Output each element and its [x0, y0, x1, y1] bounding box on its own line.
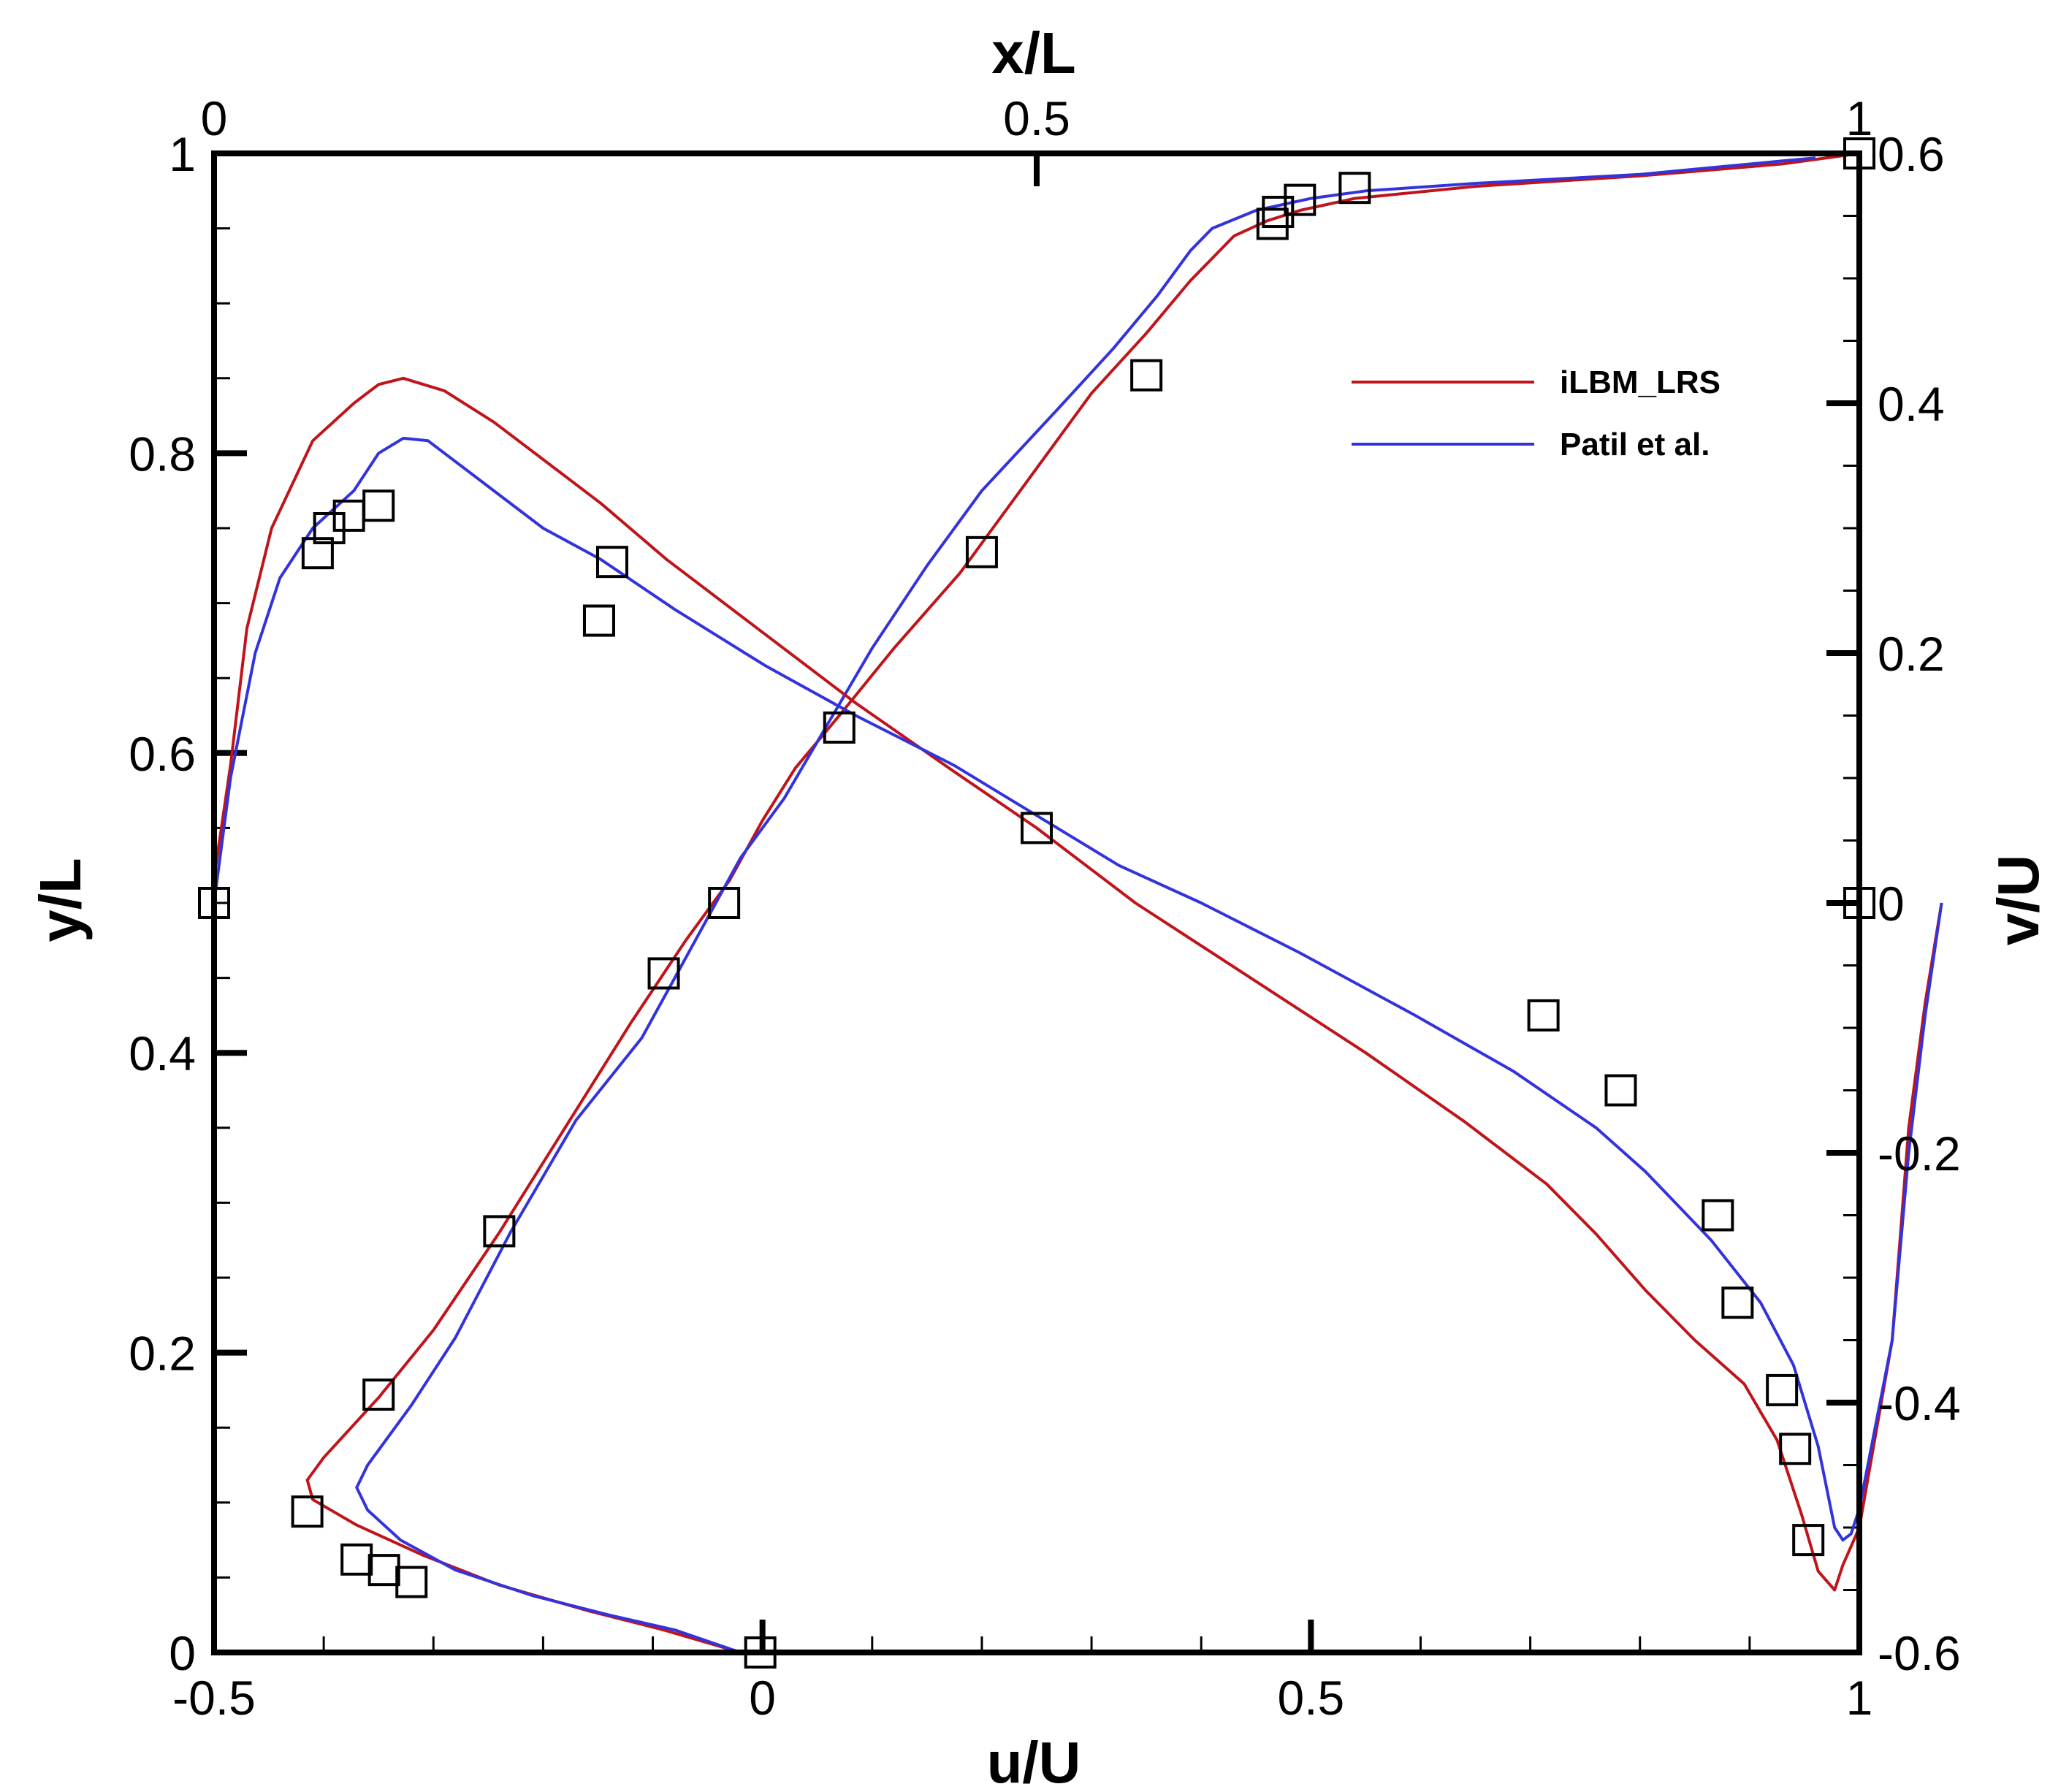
reference-marker-u	[708, 887, 741, 919]
ilbm-u-vs-y-line	[305, 152, 1860, 1654]
x-axis-title-bottom: u/U	[987, 1730, 1081, 1792]
ilbm-v-vs-x-line	[213, 376, 1943, 1592]
series-layer	[213, 152, 1943, 1654]
reference-marker-u	[1130, 359, 1163, 392]
y-left-tick-label: 0.4	[129, 1026, 196, 1080]
y-right-tick-label: 0.4	[1878, 377, 1945, 431]
y-left-tick-label: 0.2	[129, 1327, 196, 1381]
reference-marker-u	[1256, 207, 1289, 240]
y-left-tick-label: 0.8	[129, 427, 196, 481]
y-left-tick-label: 1	[169, 127, 196, 181]
reference-marker-v	[595, 546, 628, 579]
reference-marker-u	[823, 711, 856, 744]
reference-marker-u	[367, 1554, 400, 1587]
reference-marker-u	[340, 1543, 373, 1576]
legend-label-patil: Patil et al.	[1560, 427, 1710, 462]
reference-marker-v	[1721, 1286, 1754, 1319]
reference-marker-v	[1779, 1433, 1812, 1465]
y-left-tick-label: 0	[169, 1626, 196, 1680]
tick-labels: -0.5 0 0.5 10 0.5 100.20.40.60.81-0.6-0.4-0.2…	[129, 91, 1960, 1725]
patil-u-vs-y-line	[355, 156, 1816, 1654]
x-top-tick-label: 0.5	[1003, 91, 1070, 145]
reference-marker-v	[301, 537, 334, 570]
x-bottom-tick-label: -0.5	[172, 1671, 256, 1725]
y-right-tick-label: -0.4	[1878, 1376, 1961, 1430]
reference-marker-u	[647, 957, 680, 990]
reference-marker-v	[1604, 1074, 1637, 1107]
x-bottom-tick-label: 0.5	[1277, 1671, 1344, 1725]
x-top-tick-label: 0	[201, 91, 228, 145]
reference-marker-v	[1702, 1199, 1734, 1232]
x-axis-title-top: x/L	[991, 20, 1076, 85]
y-right-tick-label: 0.6	[1878, 127, 1945, 181]
x-bottom-tick-label: 1	[1846, 1671, 1873, 1725]
plot-frame	[211, 150, 1862, 1655]
reference-marker-v	[313, 512, 346, 544]
reference-marker-u	[291, 1495, 324, 1528]
reference-marker-u	[965, 535, 998, 568]
reference-marker-u	[362, 1379, 395, 1411]
reference-marker-v	[362, 489, 395, 522]
y-right-tick-label: 0	[1878, 877, 1905, 931]
y-left-tick-label: 0.6	[129, 727, 196, 781]
y-axis-title-right: v/U	[1986, 855, 2051, 946]
markers-layer	[198, 137, 1875, 1669]
reference-marker-u	[1338, 172, 1371, 205]
legend-label-ilbm: iLBM_LRS	[1560, 365, 1721, 400]
reference-marker-v	[1766, 1373, 1799, 1406]
reference-marker-v	[1527, 999, 1560, 1032]
y-right-tick-label: 0.2	[1878, 627, 1945, 681]
reference-marker-u	[395, 1566, 428, 1598]
reference-marker-v	[582, 604, 615, 637]
legend: iLBM_LRS Patil et al.	[1352, 365, 1721, 462]
reference-marker-v	[1021, 812, 1053, 844]
reference-marker-u	[1284, 183, 1317, 216]
reference-marker-u	[483, 1215, 516, 1248]
y-right-tick-label: -0.2	[1878, 1126, 1961, 1181]
y-right-tick-label: -0.6	[1878, 1626, 1961, 1680]
reference-marker-u	[1262, 196, 1295, 229]
y-axis-title-left: y/L	[28, 858, 93, 942]
reference-marker-v	[1792, 1524, 1825, 1557]
x-bottom-tick-label: 0	[749, 1671, 776, 1725]
x-top-tick-label: 1	[1846, 91, 1873, 145]
patil-v-vs-x-line	[213, 436, 1943, 1542]
